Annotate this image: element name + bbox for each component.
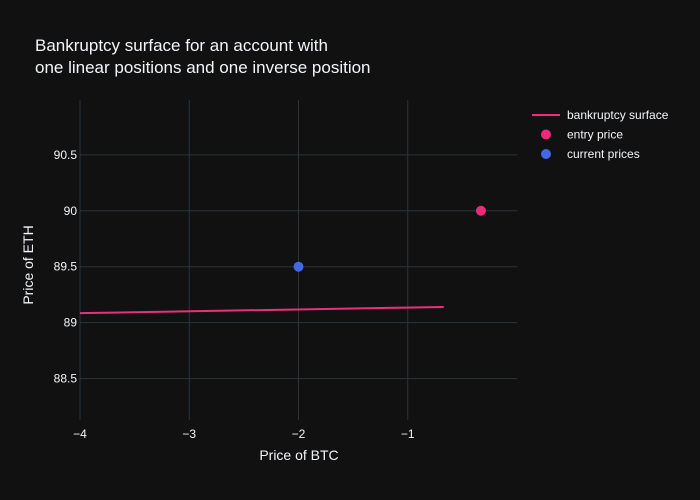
x-tick-label: −4	[73, 427, 87, 441]
chart-title-line-2: one linear positions and one inverse pos…	[35, 58, 371, 77]
chart-title: Bankruptcy surface for an account with o…	[35, 36, 371, 77]
y-tick-label: 89.5	[54, 260, 78, 274]
bankruptcy-surface-line	[79, 305, 444, 315]
legend-label: current prices	[567, 147, 640, 161]
legend-item[interactable]: bankruptcy surface	[532, 108, 669, 122]
legend-item[interactable]: entry price	[541, 128, 623, 142]
chart-title-line-1: Bankruptcy surface for an account with	[35, 36, 328, 55]
y-axis-ticks: 88.5 89 89.5 90 90.5	[54, 148, 78, 386]
legend-label: entry price	[567, 128, 623, 142]
entry-price-point	[475, 205, 486, 216]
current-prices-point	[293, 261, 304, 272]
legend-item[interactable]: current prices	[541, 147, 640, 161]
x-tick-label: −1	[401, 427, 415, 441]
legend-marker-swatch	[541, 149, 551, 159]
y-tick-label: 90.5	[54, 148, 78, 162]
plot-area	[79, 205, 486, 315]
y-tick-label: 88.5	[54, 372, 78, 386]
x-axis-ticks: −4 −3 −2 −1	[73, 427, 415, 441]
grid	[79, 100, 517, 420]
legend: bankruptcy surface entry price current pri…	[532, 108, 669, 161]
y-axis-title: Price of ETH	[20, 225, 36, 304]
x-tick-label: −3	[182, 427, 196, 441]
legend-marker-swatch	[541, 129, 551, 140]
y-tick-label: 89	[64, 316, 78, 330]
legend-label: bankruptcy surface	[567, 108, 669, 122]
y-tick-label: 90	[64, 204, 78, 218]
x-axis-title: Price of BTC	[259, 447, 338, 463]
x-tick-label: −2	[292, 427, 306, 441]
